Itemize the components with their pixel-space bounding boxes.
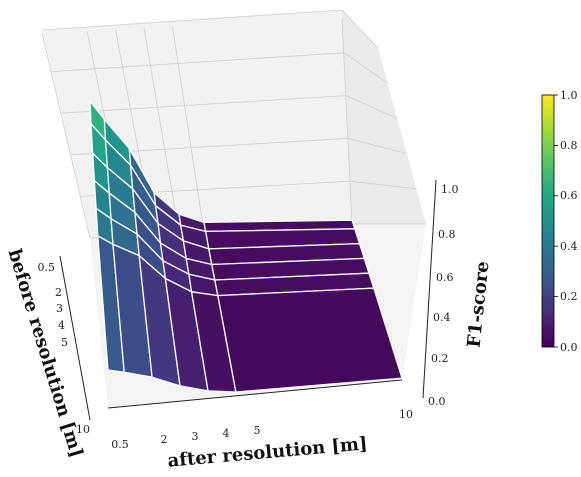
x-tick-label: 4: [223, 427, 230, 440]
back-pane: [42, 10, 352, 238]
surface-patch: [217, 287, 403, 393]
z-grid-line: [349, 180, 417, 190]
z-tick-label: 1.0: [441, 183, 459, 196]
z-tick-label: 0.8: [438, 228, 456, 241]
z-axis-ticks: 0.0 0.2 0.4 0.6 0.8 1.0: [428, 183, 459, 408]
x-tick-label: 10: [399, 408, 413, 421]
x-tick-label: 0.5: [111, 438, 129, 451]
z-tick-label: 0.6: [436, 271, 454, 284]
x-grid-line: [143, 28, 180, 234]
x-axis-line: [107, 379, 403, 409]
colorbar-tick-label: 0.6: [560, 189, 578, 202]
right-pane: [342, 10, 426, 224]
z-grid-line: [41, 9, 343, 31]
x-grid-line: [341, 18, 353, 225]
z-grid-line: [345, 95, 398, 119]
y-axis-line: [59, 255, 91, 421]
colorbar-tick-label: 0.8: [560, 139, 578, 152]
y-axis-ticks: 0.5 2 3 4 5 10: [38, 261, 91, 436]
x-grid-line: [172, 26, 205, 232]
colorbar-gradient: [541, 94, 555, 348]
y-tick-label: 0.5: [38, 261, 56, 274]
z-axis-label: F1-score: [464, 260, 494, 349]
x-tick-label: 5: [254, 424, 261, 437]
colorbar-tick-label: 0.0: [560, 341, 578, 354]
colorbar-tick-label: 0.2: [560, 290, 578, 303]
y-tick-label: 5: [61, 336, 68, 349]
axis-lines: [59, 179, 437, 421]
colorbar-tick-label: 1.0: [560, 89, 578, 102]
z-grid-line: [61, 95, 347, 114]
x-tick-label: 3: [192, 430, 199, 443]
x-tick-label: 2: [161, 433, 168, 446]
z-axis-line: [422, 179, 437, 399]
y-tick-label: 3: [56, 302, 63, 315]
z-grid-line: [347, 138, 407, 154]
x-axis-ticks: 0.5 2 3 4 5 10: [111, 408, 413, 451]
y-tick-label: 2: [55, 286, 62, 299]
x-grid-line: [41, 32, 91, 239]
z-tick-label: 0.0: [428, 395, 446, 408]
z-tick-label: 0.4: [433, 311, 451, 324]
z-grid-line: [343, 52, 388, 84]
z-tick-label: 0.2: [431, 352, 449, 365]
y-tick-label: 10: [76, 423, 90, 436]
z-grid-line: [51, 52, 345, 72]
surface-mesh: [89, 100, 403, 393]
z-grid-line: [341, 9, 379, 49]
colorbar-tick-label: 0.4: [560, 240, 578, 253]
y-tick-label: 4: [58, 319, 65, 332]
y-axis-label: before resolution [m]: [4, 247, 87, 460]
colorbar: 0.0 0.2 0.4 0.6 0.8 1.0: [541, 89, 578, 354]
